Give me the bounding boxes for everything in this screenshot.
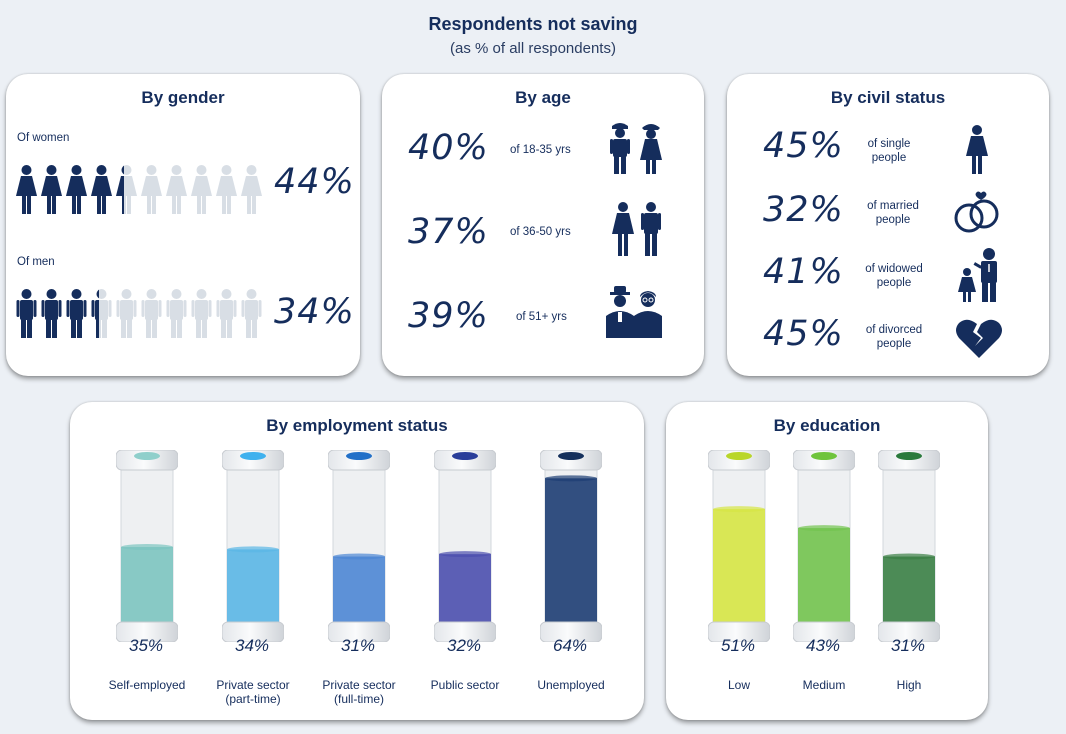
employment-tube-pct: 34%: [234, 636, 270, 655]
employment-tube-pct: 64%: [552, 636, 588, 655]
education-panel-title: By education: [773, 416, 881, 435]
men-icon-row: [14, 288, 264, 340]
women-label: Of women: [17, 132, 70, 144]
age-panel-title: By age: [515, 88, 571, 107]
employment-panel: By employment status 35% Self-employed 34%…: [70, 402, 644, 720]
employment-tube: [115, 449, 179, 674]
civil-row-label: of divorced people: [865, 324, 923, 350]
woman-icon: [239, 164, 264, 216]
woman-icon: [189, 164, 214, 216]
gender-panel-title: By gender: [141, 88, 225, 107]
employment-tube: [327, 449, 391, 674]
man-icon: [114, 288, 139, 340]
single-person-icon: [965, 124, 989, 181]
man-icon: [64, 288, 89, 340]
age-row-label: of 18-35 yrs: [510, 144, 571, 156]
men-label: Of men: [17, 256, 55, 268]
civil-row-pct: 32%: [763, 190, 844, 230]
man-icon: [89, 288, 114, 340]
woman-icon: [64, 164, 89, 216]
gender-panel: By gender Of women 44% Of men 34%: [6, 74, 360, 376]
education-tube-label: Low: [727, 678, 750, 692]
age-row-label: of 36-50 yrs: [510, 226, 571, 238]
man-icon: [214, 288, 239, 340]
civil-row-pct: 45%: [763, 126, 844, 166]
age-row-pct: 40%: [408, 128, 489, 168]
employment-tube-pct: 32%: [446, 636, 482, 655]
employment-tube-label: Private sector (full-time): [322, 678, 396, 706]
age-row-label: of 51+ yrs: [516, 311, 567, 323]
education-tube: [792, 449, 856, 674]
employment-tube-label: Unemployed: [537, 678, 605, 692]
man-icon: [39, 288, 64, 340]
age-panel: By age 40% of 18-35 yrs 37% of 36-50 yrs: [382, 74, 704, 376]
civil-row-label: of married people: [867, 200, 919, 226]
employment-tube-label: Self-employed: [108, 678, 186, 692]
employment-tube: [221, 449, 285, 674]
education-tube-pct: 31%: [890, 636, 926, 655]
education-tube: [707, 449, 771, 674]
broken-heart-icon: [955, 316, 1003, 365]
woman-icon: [14, 164, 39, 216]
civil-row-pct: 45%: [763, 314, 844, 354]
education-tube: [877, 449, 941, 674]
woman-icon: [114, 164, 139, 216]
civil-row-label: of widowed people: [865, 263, 923, 289]
age-row-pct: 39%: [408, 296, 489, 336]
civil-panel: By civil status 45% of single people 32% …: [727, 74, 1049, 376]
young-couple-icon: [608, 118, 666, 181]
age-row-pct: 37%: [408, 212, 489, 252]
education-tube-label: Medium: [802, 678, 846, 692]
employment-panel-title: By employment status: [266, 416, 448, 435]
man-icon: [189, 288, 214, 340]
employment-tube-label: Public sector: [430, 678, 500, 692]
chart-subtitle: (as % of all respondents): [450, 40, 616, 57]
employment-tube: [433, 449, 497, 674]
woman-icon: [39, 164, 64, 216]
man-icon: [14, 288, 39, 340]
employment-tube-pct: 35%: [128, 636, 164, 655]
education-tube-pct: 43%: [805, 636, 841, 655]
man-icon: [239, 288, 264, 340]
women-percentage: 44%: [274, 162, 355, 202]
women-icon-row: [14, 164, 264, 216]
widowed-parent-icon: [957, 246, 1005, 309]
adult-couple-icon: [608, 200, 666, 263]
civil-row-label: of single people: [867, 138, 911, 164]
woman-icon: [89, 164, 114, 216]
education-tube-pct: 51%: [720, 636, 756, 655]
man-icon: [164, 288, 189, 340]
chart-title: Respondents not saving: [428, 14, 638, 34]
man-icon: [139, 288, 164, 340]
civil-row-pct: 41%: [763, 252, 844, 292]
employment-tube: [539, 449, 603, 674]
wedding-rings-icon: [951, 190, 1003, 241]
education-tube-label: High: [896, 678, 922, 692]
woman-icon: [139, 164, 164, 216]
woman-icon: [214, 164, 239, 216]
employment-tube-label: Private sector (part-time): [216, 678, 290, 706]
education-panel: By education 51% Low 43% Medium 31% High: [666, 402, 988, 720]
civil-panel-title: By civil status: [830, 88, 946, 107]
employment-tube-pct: 31%: [340, 636, 376, 655]
elderly-couple-icon: [604, 286, 666, 347]
men-percentage: 34%: [274, 292, 355, 332]
woman-icon: [164, 164, 189, 216]
